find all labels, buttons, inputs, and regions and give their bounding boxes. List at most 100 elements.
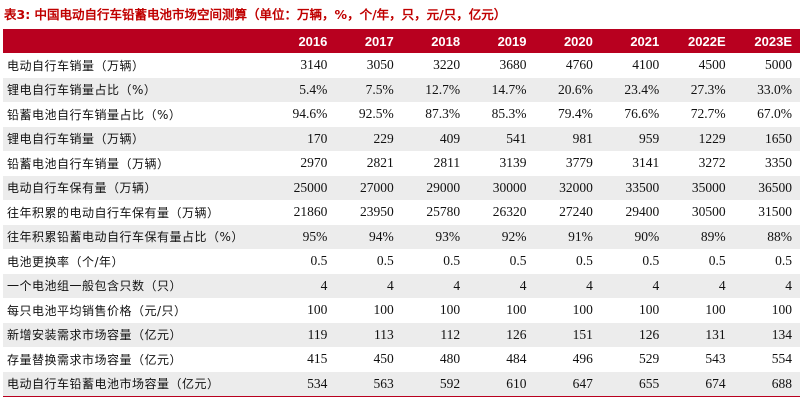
table-cell: 100 [639, 302, 660, 318]
table-cell: 126 [639, 326, 660, 342]
table-cell: 23950 [360, 204, 394, 220]
row-label: 铅蓄电池自行车销量（万辆） [7, 156, 170, 171]
table-cell: 92.5% [358, 106, 394, 122]
table-cell: 554 [771, 351, 792, 367]
table-cell: 100 [373, 302, 394, 318]
row-label: 一个电池组一般包含只数（只） [7, 279, 183, 294]
table-cell: 655 [639, 375, 660, 391]
table-cell: 100 [307, 302, 328, 318]
table-cell: 27240 [559, 204, 593, 220]
row-label: 电动自行车销量（万辆） [7, 58, 145, 73]
table-cell: 21860 [293, 204, 328, 220]
header-cell-year: 2017 [364, 33, 394, 49]
table-cell: 0.5 [576, 253, 593, 269]
row-label: 存量替换需求市场容量（亿元） [7, 352, 183, 367]
table-cell: 94.6% [292, 106, 328, 122]
header-cell-year: 2016 [298, 33, 328, 49]
table-cell: 0.5 [509, 253, 527, 269]
table-row: 锂电自行车销量占比（%） 5.4% 7.5% 12.7% 14.7% 20.6% 23.4%… [3, 77, 800, 102]
table-cell: 1229 [698, 130, 726, 146]
table-caption: 表3: 中国电动自行车铅蓄电池市场空间测算（单位：万辆，%，个/年，只，元/只，… [4, 7, 507, 22]
table-cell: 29400 [625, 204, 660, 220]
table-cell: 76.6% [624, 106, 660, 122]
table-cell: 89% [700, 228, 726, 244]
table-cell: 7.5% [365, 81, 394, 97]
table-cell: 0.5 [642, 253, 660, 269]
table-cell: 36500 [758, 179, 792, 195]
row-label: 往年积累铅蓄电动自行车保有量占比（%） [7, 230, 244, 245]
table-cell: 90% [634, 228, 660, 244]
table-cell: 95% [302, 228, 328, 244]
table-cell: 25780 [426, 204, 461, 220]
table-cell: 529 [639, 351, 660, 367]
table-cell: 0.5 [310, 253, 328, 269]
table-cell: 20.6% [558, 81, 593, 97]
table-cell: 688 [771, 375, 792, 391]
table-cell: 100 [439, 302, 461, 318]
table-header-row: 2016 2017 2018 2019 2020 2021 2022E 2023E [3, 29, 800, 53]
table-cell: 113 [374, 326, 394, 342]
table-cell: 112 [440, 326, 461, 342]
battery-market-table: 2016 2017 2018 2019 2020 2021 2022E 2023E 电动自行车… [3, 29, 800, 397]
table-cell: 4500 [698, 57, 726, 73]
table-cell: 94% [369, 228, 394, 244]
table-cell: 409 [439, 130, 461, 146]
table-cell: 563 [373, 375, 394, 391]
table-cell: 3139 [499, 155, 527, 171]
table-cell: 87.3% [425, 106, 461, 122]
table-row: 一个电池组一般包含只数（只） 4 4 4 4 4 4 4 4 [3, 273, 800, 298]
table-cell: 450 [373, 351, 394, 367]
table-cell: 93% [435, 228, 461, 244]
table-cell: 31500 [758, 204, 792, 220]
table-row: 往年积累铅蓄电动自行车保有量占比（%） 95% 94% 93% 92% 91% 90% 89%… [3, 224, 800, 249]
row-label: 电动自行车保有量（万辆） [7, 181, 158, 196]
table-cell: 0.5 [376, 253, 394, 269]
table-cell: 126 [506, 326, 527, 342]
table-cell: 3779 [565, 155, 593, 171]
table-cell: 100 [705, 302, 726, 318]
row-label: 电动自行车铅蓄电池市场容量（亿元） [7, 377, 220, 391]
header-cell-year: 2022E [688, 33, 726, 49]
table-row: 电动自行车销量（万辆） 3140 3050 3220 3680 4760 4100 4500 5… [3, 53, 800, 78]
header-cell-year: 2023E [754, 33, 792, 49]
table-cell: 0.5 [443, 253, 461, 269]
table-cell: 1650 [765, 130, 792, 146]
table-cell: 543 [705, 351, 726, 367]
table-cell: 25000 [293, 179, 328, 195]
row-label: 锂电自行车销量（万辆） [7, 132, 145, 147]
table-cell: 27000 [360, 179, 394, 195]
table-cell: 79.4% [558, 106, 593, 122]
table-cell: 4 [320, 277, 328, 293]
table-cell: 610 [506, 375, 527, 391]
row-label: 锂电自行车销量占比（%） [7, 83, 157, 98]
table-cell: 67.0% [757, 106, 792, 122]
table-cell: 30000 [492, 179, 527, 195]
table-row: 电动自行车保有量（万辆） 25000 27000 29000 30000 32000 335… [3, 175, 800, 200]
table-cell: 3680 [499, 57, 527, 73]
table-cell: 5000 [765, 57, 792, 73]
table-cell: 4100 [632, 57, 660, 73]
table-cell: 4 [586, 277, 593, 293]
table-cell: 119 [307, 326, 328, 342]
table-cell: 541 [506, 130, 527, 146]
table-cell: 23.4% [624, 81, 660, 97]
table-cell: 4 [387, 277, 394, 293]
table-row: 电动自行车铅蓄电池市场容量（亿元） 534 563 592 610 647 655 674 68… [3, 371, 800, 396]
header-cell-label [3, 29, 269, 53]
table-cell: 484 [506, 351, 527, 367]
table-cell: 30500 [691, 204, 726, 220]
table-cell: 3220 [433, 57, 461, 73]
table-cell: 100 [506, 302, 527, 318]
header-cell-year: 2018 [431, 33, 461, 49]
table-cell: 14.7% [491, 81, 527, 97]
table-cell: 72.7% [690, 106, 726, 122]
table-cell: 2811 [433, 155, 461, 171]
table-cell: 4 [785, 277, 792, 293]
table-row: 锂电自行车销量（万辆） 170 229 409 541 981 959 1229 1650 [3, 126, 800, 151]
table-cell: 134 [771, 326, 792, 342]
table-cell: 3272 [698, 155, 726, 171]
table-cell: 100 [572, 302, 593, 318]
table-cell: 29000 [426, 179, 461, 195]
table-cell: 592 [439, 375, 461, 391]
table-row: 存量替换需求市场容量（亿元） 415 450 480 484 496 529 543 554 [3, 347, 800, 372]
